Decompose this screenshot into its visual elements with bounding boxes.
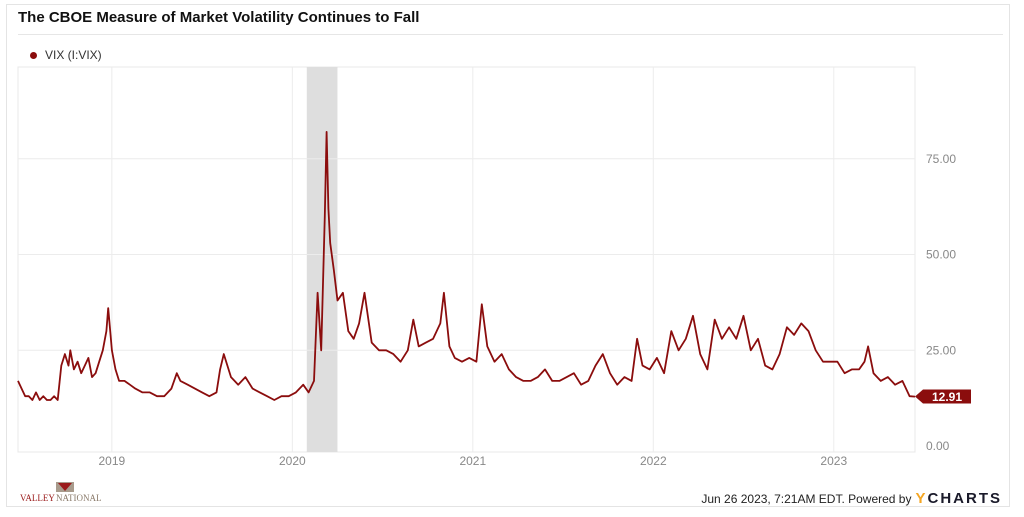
ycharts-logo[interactable]: YCHARTS [915, 490, 1002, 507]
y-tick-label: 75.00 [926, 152, 956, 166]
footer: Jun 26 2023, 7:21AM EDT. Powered by YCHA… [701, 490, 1002, 507]
plot-area [17, 66, 916, 453]
svg-text:NATIONAL: NATIONAL [56, 493, 102, 503]
x-tick-label: 2023 [820, 454, 847, 468]
svg-text:VALLEY: VALLEY [20, 493, 55, 503]
chart-title: The CBOE Measure of Market Volatility Co… [18, 9, 420, 26]
last-value-badge [915, 389, 971, 404]
valley-national-logo: VALLEY NATIONAL [20, 482, 102, 503]
y-tick-label: 50.00 [926, 248, 956, 262]
y-tick-label: 25.00 [926, 343, 956, 357]
vix-series-line [17, 130, 916, 401]
x-tick-label: 2020 [279, 454, 306, 468]
legend-label: VIX (I:VIX) [45, 48, 102, 62]
x-tick-label: 2021 [459, 454, 486, 468]
x-tick-label: 2022 [640, 454, 667, 468]
legend[interactable]: VIX (I:VIX) [30, 48, 102, 62]
chart-frame [6, 4, 1010, 507]
title-divider [18, 34, 1003, 35]
last-value-label: 12.91 [932, 390, 962, 404]
legend-marker [30, 51, 37, 59]
footer-timestamp: Jun 26 2023, 7:21AM EDT. Powered by [701, 491, 912, 506]
y-tick-label: 0.00 [926, 439, 950, 453]
x-tick-label: 2019 [98, 454, 125, 468]
